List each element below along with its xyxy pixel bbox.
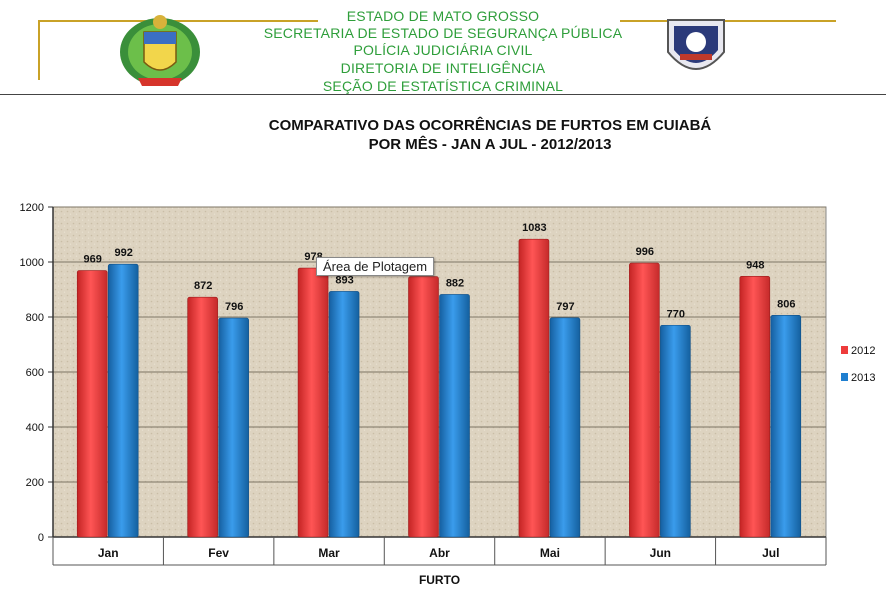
bar-2013-fev [218, 317, 249, 538]
x-tick-label: Jun [650, 546, 671, 560]
x-tick-label: Jan [98, 546, 119, 560]
bar-2013-mai [549, 317, 581, 538]
data-label-2012: 948 [746, 259, 764, 271]
data-label-2012: 872 [194, 280, 212, 292]
header-line-section: SEÇÃO DE ESTATÍSTICA CRIMINAL [322, 78, 564, 94]
bar-2012-jun [629, 262, 660, 538]
header-rule-left [38, 20, 318, 22]
data-label-2013: 992 [115, 247, 133, 259]
chart-subtitle: POR MÊS - JAN A JUL - 2012/2013 [368, 136, 612, 153]
data-label-2013: 806 [777, 298, 795, 310]
y-tick-label: 1000 [20, 257, 44, 269]
header-line-directorate: DIRETORIA DE INTELIGÊNCIA [340, 60, 546, 76]
x-tick-label: Jul [762, 546, 779, 560]
header-line-state: ESTADO DE MATO GROSSO [346, 8, 540, 24]
plot-area-tooltip: Área de Plotagem [316, 257, 435, 276]
bar-2012-jan [76, 270, 108, 538]
header-line-secretariat: SECRETARIA DE ESTADO DE SEGURANÇA PÚBLIC… [263, 25, 623, 41]
data-label-2013: 882 [446, 277, 464, 289]
bar-2013-abr [439, 294, 470, 538]
legend-label-2013: 2013 [851, 372, 875, 384]
x-tick-label: Abr [429, 546, 450, 560]
y-tick-label: 600 [26, 367, 44, 379]
header-line-police: POLÍCIA JUDICIÁRIA CIVIL [353, 42, 533, 58]
y-tick-label: 1200 [20, 202, 44, 214]
data-label-2012: 1083 [522, 222, 546, 234]
header-rule-left-vertical [38, 20, 40, 80]
data-label-2012: 996 [636, 246, 654, 258]
bar-2012-mai [518, 238, 550, 538]
bar-2012-abr [408, 276, 439, 538]
bar-2012-mar [297, 267, 329, 538]
header-rule-right [620, 20, 836, 22]
police-badge-icon [662, 12, 730, 89]
data-label-2013: 893 [335, 274, 353, 286]
data-label-2013: 770 [667, 308, 685, 320]
y-tick-label: 200 [26, 477, 44, 489]
x-tick-label: Mar [318, 546, 340, 560]
state-coat-of-arms-icon [114, 8, 206, 97]
x-tick-label: Fev [208, 546, 229, 560]
legend-swatch-2012 [841, 346, 848, 354]
data-label-2013: 797 [556, 301, 574, 313]
y-tick-label: 800 [26, 312, 44, 324]
bar-2013-mar [328, 291, 360, 538]
legend-swatch-2013 [841, 373, 848, 381]
data-label-2012: 969 [84, 254, 102, 266]
y-tick-label: 0 [38, 532, 44, 544]
data-label-2013: 796 [225, 301, 243, 313]
chart-title: COMPARATIVO DAS OCORRÊNCIAS DE FURTOS EM… [268, 117, 712, 134]
bar-2013-jul [770, 315, 802, 538]
y-tick-label: 400 [26, 422, 44, 434]
bar-2012-fev [187, 296, 218, 538]
x-tick-label: Mai [540, 546, 560, 560]
legend-label-2012: 2012 [851, 345, 875, 357]
bar-2013-jun [660, 324, 691, 538]
bar-2013-jan [107, 263, 139, 538]
bar-2012-jul [739, 275, 771, 538]
x-axis-title: FURTO [419, 573, 460, 587]
